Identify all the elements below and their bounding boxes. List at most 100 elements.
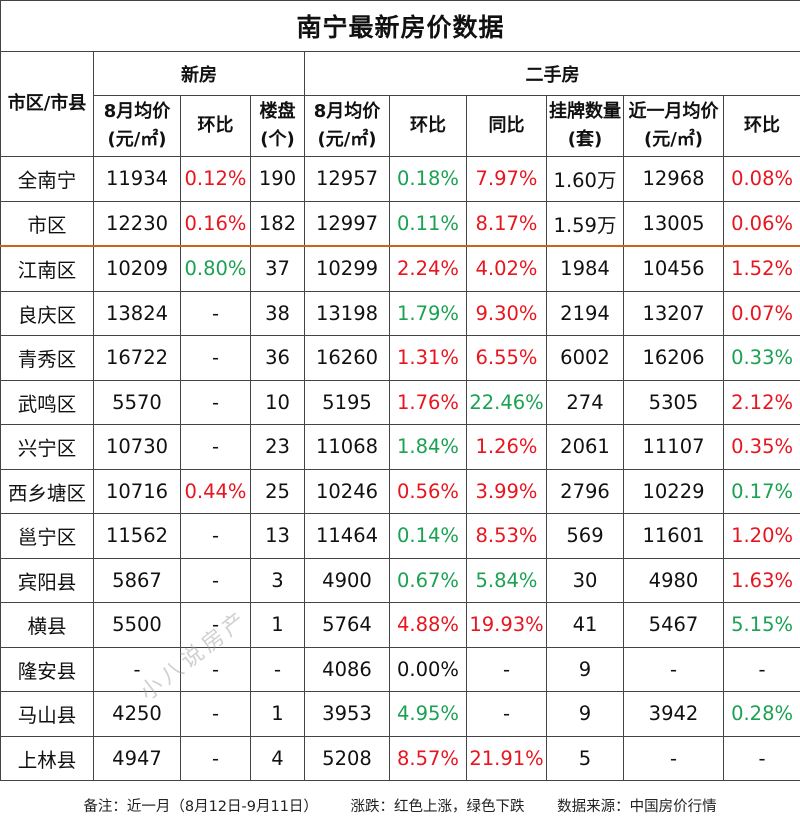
new-mom-cell: - — [180, 379, 251, 425]
new-mom-cell: - — [180, 646, 251, 692]
sec-yoy-cell: 19.93% — [466, 602, 547, 648]
sec-price-cell: 5208 — [304, 735, 390, 781]
region-cell: 邕宁区 — [0, 513, 94, 559]
table-row: 横县 5500-1 5764 4.88% 19.93% 41 5467 5.15% — [0, 602, 800, 648]
recent-price-cell: 3942 — [623, 691, 724, 737]
sec-price-cell: 12957 — [304, 156, 390, 202]
new-price-cell: 4250 — [93, 691, 181, 737]
sec-mom-cell: 4.88% — [389, 602, 467, 648]
new-price-cell: 11562 — [93, 513, 181, 559]
sec-yoy-cell: 4.02% — [466, 245, 547, 292]
recent-price-cell: 5467 — [623, 602, 724, 648]
region-cell: 宾阳县 — [0, 557, 94, 603]
sec-mom-cell: 0.00% — [389, 646, 467, 692]
sec-yoy-cell: 9.30% — [466, 290, 547, 336]
new-price-cell: 11934 — [93, 156, 181, 202]
recent-mom-cell: 2.12% — [722, 379, 800, 425]
sec-mom-cell: 0.11% — [389, 200, 467, 247]
new-projects-cell: 10 — [250, 379, 305, 425]
recent-price-cell: 13207 — [623, 290, 724, 336]
table-row: 江南区 10209 0.80% 37 10299 2.24% 4.02% 1984 10456 1… — [0, 245, 800, 292]
sec-yoy-cell: 5.84% — [466, 557, 547, 603]
region-cell: 市区 — [0, 200, 94, 247]
table-row: 宾阳县 5867-3 4900 0.67% 5.84% 30 4980 1.63% — [0, 557, 800, 603]
region-header: 市区/市县 — [0, 51, 94, 157]
sec-yoy-cell: 6.55% — [466, 335, 547, 381]
listings-cell: 30 — [546, 557, 624, 603]
recent-price-cell: 5305 — [623, 379, 724, 425]
table-row: 邕宁区 11562-13 11464 0.14% 8.53% 569 11601 1.20% — [0, 513, 800, 559]
listings-cell: 9 — [546, 646, 624, 692]
listings-cell: 2194 — [546, 290, 624, 336]
sec-yoy-cell: - — [466, 646, 547, 692]
recent-mom-cell: 1.20% — [722, 513, 800, 559]
sec-yoy-cell: - — [466, 691, 547, 737]
sec-yoy-cell: 22.46% — [466, 379, 547, 425]
new-price-cell: 5500 — [93, 602, 181, 648]
new-projects-cell: 25 — [250, 468, 305, 514]
region-cell: 江南区 — [0, 245, 94, 292]
table-row: 全南宁 11934 0.12% 190 12957 0.18% 7.97% 1.60万 1296… — [0, 156, 800, 202]
sec-mom-cell: 0.67% — [389, 557, 467, 603]
new-price-cell: 16722 — [93, 335, 181, 381]
new-price-cell: 13824 — [93, 290, 181, 336]
new-mom-cell: - — [180, 735, 251, 781]
recent-mom-cell: 1.63% — [722, 557, 800, 603]
sec-price-cell: 16260 — [304, 335, 390, 381]
footnote: 备注：近一月（8月12日-9月11日） 涨跌：红色上涨，绿色下跌 数据来源：中国… — [0, 795, 800, 816]
new-house-group-header: 新房 — [93, 51, 305, 96]
region-cell: 上林县 — [0, 735, 94, 781]
new-mom-cell: - — [180, 602, 251, 648]
listings-cell: 1.59万 — [546, 200, 624, 247]
new-projects-cell: 4 — [250, 735, 305, 781]
table-row: 马山县 4250-1 3953 4.95% -9 3942 0.28% — [0, 691, 800, 737]
recent-price-cell: 10229 — [623, 468, 724, 514]
region-cell: 西乡塘区 — [0, 468, 94, 514]
recent-mom-cell: 5.15% — [722, 602, 800, 648]
new-projects-cell: 1 — [250, 602, 305, 648]
sec-yoy-cell: 3.99% — [466, 468, 547, 514]
new-price-cell: 5570 — [93, 379, 181, 425]
listings-cell: 9 — [546, 691, 624, 737]
listings-cell: 6002 — [546, 335, 624, 381]
new-mom-cell: 0.44% — [180, 468, 251, 514]
recent-mom-cell: 0.08% — [722, 156, 800, 202]
sec-mom-cell: 1.84% — [389, 424, 467, 470]
new-projects-cell: - — [250, 646, 305, 692]
sec-price-cell: 5764 — [304, 602, 390, 648]
sec-price-cell: 3953 — [304, 691, 390, 737]
table-row: 良庆区 13824-38 13198 1.79% 9.30% 2194 13207 0.07% — [0, 290, 800, 336]
sec-yoy-cell: 1.26% — [466, 424, 547, 470]
sec-mom-cell: 1.79% — [389, 290, 467, 336]
recent-price-cell: 11107 — [623, 424, 724, 470]
new-mom-cell: - — [180, 335, 251, 381]
footnote-source: 数据来源：中国房价行情 — [557, 799, 717, 815]
new-mom-cell: - — [180, 557, 251, 603]
new-price-cell: 5867 — [93, 557, 181, 603]
sec-price-cell: 10246 — [304, 468, 390, 514]
new-projects-cell: 37 — [250, 245, 305, 292]
sec-price-cell: 4086 — [304, 646, 390, 692]
new-mom-cell: - — [180, 691, 251, 737]
new-projects-cell: 13 — [250, 513, 305, 559]
new-price-cell: 10730 — [93, 424, 181, 470]
second-hand-group-header: 二手房 — [303, 51, 800, 96]
new-price-header: 8月均价(元/㎡) — [93, 95, 181, 157]
table-row: 兴宁区 10730-23 11068 1.84% 1.26% 2061 11107 0.35% — [0, 424, 800, 470]
sec-mom-cell: 0.18% — [389, 156, 467, 202]
region-cell: 横县 — [0, 602, 94, 648]
new-mom-cell: - — [180, 290, 251, 336]
sec-mom-cell: 4.95% — [389, 691, 467, 737]
recent-mom-cell: 0.35% — [722, 424, 800, 470]
new-mom-cell: 0.16% — [180, 200, 251, 247]
sec-mom-cell: 0.56% — [389, 468, 467, 514]
new-mom-cell: - — [180, 424, 251, 470]
sec-price-cell: 13198 — [304, 290, 390, 336]
recent-mom-cell: - — [722, 646, 800, 692]
sec-price-cell: 5195 — [304, 379, 390, 425]
new-mom-cell: - — [180, 513, 251, 559]
new-price-cell: 4947 — [93, 735, 181, 781]
new-price-cell: - — [93, 646, 181, 692]
new-price-cell: 10716 — [93, 468, 181, 514]
region-cell: 武鸣区 — [0, 379, 94, 425]
